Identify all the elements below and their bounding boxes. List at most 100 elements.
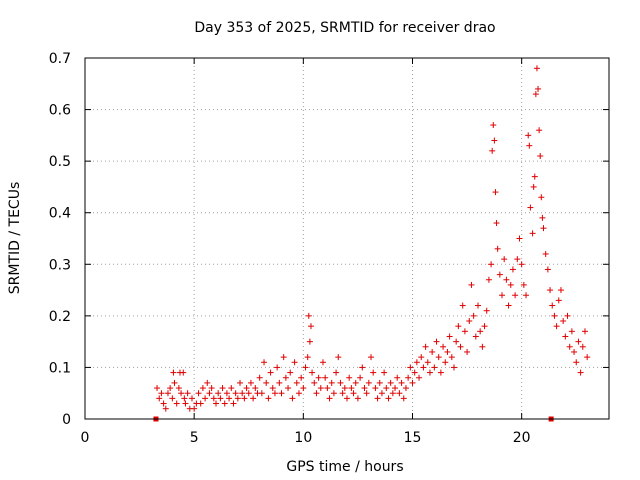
data-point <box>319 359 326 366</box>
x-tick-label: 20 <box>513 430 531 446</box>
data-point <box>568 328 575 335</box>
data-point <box>547 287 554 294</box>
data-point <box>302 364 309 371</box>
data-point <box>378 390 385 397</box>
data-point <box>444 348 451 355</box>
data-point <box>298 374 305 381</box>
data-point <box>175 385 182 392</box>
data-point <box>416 374 423 381</box>
data-point <box>197 400 204 407</box>
y-axis-label: SRMTID / TECUs <box>7 182 23 295</box>
data-point <box>247 379 254 386</box>
data-point <box>505 302 512 309</box>
data-point <box>280 354 287 361</box>
data-point <box>206 390 213 397</box>
data-point <box>363 390 370 397</box>
data-point <box>535 85 542 92</box>
data-point <box>219 385 226 392</box>
data-point <box>523 292 530 299</box>
data-point <box>274 364 281 371</box>
data-point <box>413 359 420 366</box>
data-point <box>562 333 569 340</box>
y-tick-label: 0.1 <box>49 360 71 376</box>
data-point <box>457 343 464 350</box>
data-point <box>184 390 191 397</box>
data-point <box>276 379 283 386</box>
data-point <box>188 395 195 402</box>
data-point <box>405 374 412 381</box>
data-point <box>269 385 276 392</box>
data-point <box>564 312 571 319</box>
data-point <box>488 261 495 268</box>
data-point <box>532 91 539 98</box>
y-tick-label: 0.6 <box>49 103 71 119</box>
data-point <box>181 395 188 402</box>
data-point <box>182 400 189 407</box>
data-point <box>300 385 307 392</box>
data-point <box>339 390 346 397</box>
data-point <box>250 395 257 402</box>
data-point <box>330 390 337 397</box>
data-point <box>494 245 501 252</box>
data-point <box>282 374 289 381</box>
data-point <box>357 374 364 381</box>
data-point <box>370 369 377 376</box>
grid-lines <box>85 58 609 419</box>
data-point <box>171 379 178 386</box>
data-point <box>501 256 508 263</box>
data-point <box>560 318 567 325</box>
data-point <box>424 359 431 366</box>
data-point <box>309 369 316 376</box>
data-point <box>544 266 551 273</box>
data-point <box>245 390 252 397</box>
data-point <box>533 65 540 72</box>
data-point <box>493 220 500 227</box>
data-point <box>422 343 429 350</box>
data-point <box>372 385 379 392</box>
data-point <box>466 318 473 325</box>
data-point <box>396 390 403 397</box>
data-point <box>477 328 484 335</box>
data-point <box>167 385 174 392</box>
data-point <box>453 338 460 345</box>
data-point <box>537 152 544 159</box>
x-tick-label: 0 <box>81 430 90 446</box>
data-point <box>529 230 536 237</box>
data-point <box>450 364 457 371</box>
data-point <box>536 127 543 134</box>
data-point <box>455 323 462 330</box>
data-point <box>464 348 471 355</box>
data-point <box>520 281 527 288</box>
data-point <box>267 369 274 376</box>
data-point <box>526 142 533 149</box>
data-point <box>394 374 401 381</box>
data-point <box>337 379 344 386</box>
data-point <box>516 235 523 242</box>
data-point <box>461 328 468 335</box>
data-point <box>333 369 340 376</box>
data-point <box>459 302 466 309</box>
data-point <box>483 307 490 314</box>
data-point <box>317 385 324 392</box>
data-point <box>295 390 302 397</box>
data-point <box>538 194 545 201</box>
data-point <box>305 312 312 319</box>
data-point <box>178 390 185 397</box>
data-point <box>271 390 278 397</box>
data-point <box>499 292 506 299</box>
data-point <box>293 379 300 386</box>
data-point <box>304 354 311 361</box>
data-point <box>315 374 322 381</box>
data-point <box>230 400 237 407</box>
data-point <box>420 364 427 371</box>
data-point <box>577 369 584 376</box>
data-point <box>492 189 499 196</box>
data-point <box>584 354 591 361</box>
data-point <box>575 338 582 345</box>
data-point <box>514 256 521 263</box>
data-point <box>429 348 436 355</box>
axis-ticks <box>84 57 609 420</box>
data-point <box>158 390 165 397</box>
data-point <box>287 369 294 376</box>
data-point <box>385 395 392 402</box>
